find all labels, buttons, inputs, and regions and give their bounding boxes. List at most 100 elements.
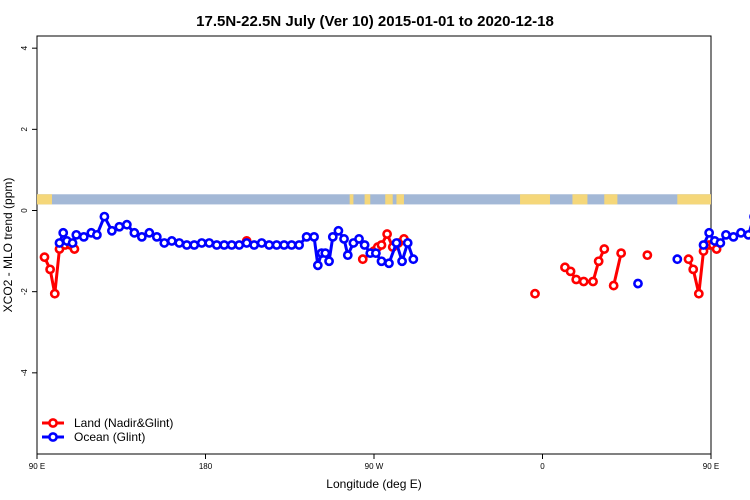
legend-marker-0 xyxy=(48,418,58,428)
y-axis: -4 -2 0 2 4 xyxy=(20,45,37,376)
x-tick-label-0: 90 E xyxy=(29,462,45,471)
land-ocean-strip xyxy=(37,194,711,205)
legend-marker-1 xyxy=(48,432,58,442)
series-1-point-0-50 xyxy=(376,256,387,267)
legend-label-0: Land (Nadir&Glint) xyxy=(74,416,173,430)
series-1-point-0-30 xyxy=(264,240,275,250)
x-tick-label-1: 180 xyxy=(199,462,213,471)
series-1-point-0-11 xyxy=(121,219,132,230)
y-tick-label-0: -4 xyxy=(20,369,29,377)
series-1-point-0-34 xyxy=(294,240,305,250)
x-tick-label-4: 90 E xyxy=(703,462,719,471)
series-0-point-2-3 xyxy=(376,240,387,250)
series-0-point-6-0 xyxy=(642,250,653,261)
x-axis: 90 E 180 90 W 0 90 E xyxy=(29,454,719,471)
series-1-point-2-0 xyxy=(672,254,683,265)
y-tick-label-3: 2 xyxy=(20,127,29,132)
x-tick-label-3: 0 xyxy=(540,462,545,471)
series-1-point-0-12 xyxy=(129,227,140,238)
series-1-point-0-4 xyxy=(71,229,82,240)
series-1-point-0-26 xyxy=(234,240,245,250)
legend: Land (Nadir&Glint)Ocean (Glint) xyxy=(42,416,173,444)
strip-land-0 xyxy=(37,194,52,205)
series-1-point-0-49 xyxy=(370,248,381,259)
chart-title: 17.5N-22.5N July (Ver 10) 2015-01-01 to … xyxy=(196,13,554,30)
series-0-point-4-4 xyxy=(588,276,598,287)
series-1-point-1-0 xyxy=(633,278,643,289)
series-0-point-3-0 xyxy=(530,288,540,299)
series-1-point-0-19 xyxy=(181,240,192,250)
series-1-point-0-24 xyxy=(219,240,230,250)
strip-land-7 xyxy=(604,194,618,205)
series-0-point-0-1 xyxy=(45,264,56,275)
series-1-point-0-40 xyxy=(324,256,334,267)
series-1-point-3-3 xyxy=(715,238,726,248)
x-tick-label-2: 90 W xyxy=(365,462,384,471)
series-0-point-7-1 xyxy=(688,264,699,275)
series-1-point-3-4 xyxy=(721,229,731,240)
series-0-point-7-2 xyxy=(693,288,704,299)
series-1-point-0-44 xyxy=(342,250,353,261)
legend-label-1: Ocean (Glint) xyxy=(74,430,145,444)
series-1-point-0-47 xyxy=(359,240,370,250)
series-1-point-0-21 xyxy=(196,238,207,248)
series-0-point-7-0 xyxy=(683,254,694,265)
y-axis-label: XCO2 - MLO trend (ppm) xyxy=(1,178,15,313)
strip-land-6 xyxy=(572,194,588,205)
series-1-point-0-51 xyxy=(384,258,394,269)
strip-land-2 xyxy=(364,194,371,205)
series-1-point-0-46 xyxy=(354,234,364,244)
y-tick-label-1: -2 xyxy=(20,288,29,296)
data-series xyxy=(39,211,750,299)
series-0-line-5 xyxy=(612,252,623,286)
series-1-point-0-37 xyxy=(312,260,323,271)
strip-land-8 xyxy=(677,194,711,205)
series-0-point-2-4 xyxy=(382,229,393,239)
series-1 xyxy=(54,211,750,289)
series-1-point-0-35 xyxy=(301,231,312,242)
series-1-point-0-3 xyxy=(67,238,78,248)
strip-land-1 xyxy=(349,194,354,205)
series-1-point-0-0 xyxy=(54,238,65,248)
series-1-point-0-43 xyxy=(339,234,349,244)
series-1-point-0-54 xyxy=(402,238,413,248)
strip-land-4 xyxy=(396,194,404,205)
strip-ocean xyxy=(37,194,711,205)
series-1-point-0-31 xyxy=(271,240,282,250)
series-1-point-0-7 xyxy=(92,229,102,240)
series-1-point-0-23 xyxy=(211,240,222,250)
series-1-point-0-8 xyxy=(99,211,110,222)
series-1-point-0-25 xyxy=(226,240,237,250)
series-0-point-5-1 xyxy=(616,248,627,259)
series-1-point-0-36 xyxy=(309,231,319,242)
series-0-point-4-3 xyxy=(578,276,589,287)
series-1-point-0-9 xyxy=(106,225,117,236)
series-0-point-4-1 xyxy=(565,266,576,277)
series-1-point-0-27 xyxy=(241,238,252,248)
series-1-point-0-10 xyxy=(114,221,125,232)
series-1-point-3-5 xyxy=(728,231,739,242)
series-1-point-0-28 xyxy=(249,240,260,250)
series-1-point-3-6 xyxy=(736,227,746,238)
series-0-point-0-2 xyxy=(49,288,60,299)
series-1-point-0-20 xyxy=(189,240,200,250)
series-1-point-3-1 xyxy=(704,227,715,238)
series-1-point-0-52 xyxy=(391,238,402,248)
strip-land-5 xyxy=(520,194,550,205)
strip-land-3 xyxy=(385,194,393,205)
series-1-point-0-22 xyxy=(204,238,215,248)
series-1-point-3-7 xyxy=(743,229,750,240)
series-0-point-0-0 xyxy=(39,252,50,263)
series-1-point-0-5 xyxy=(78,231,89,242)
series-1-point-0-33 xyxy=(286,240,297,250)
series-1-point-0-32 xyxy=(279,240,290,250)
series-1-point-0-41 xyxy=(327,231,338,242)
y-tick-label-4: 4 xyxy=(20,45,29,50)
series-1-point-0-42 xyxy=(333,225,344,236)
series-1-point-0-18 xyxy=(174,238,185,248)
series-1-point-0-14 xyxy=(144,227,155,238)
series-0-point-2-0 xyxy=(357,254,368,265)
series-0-point-4-2 xyxy=(571,274,582,285)
series-1-point-0-1 xyxy=(58,227,69,238)
